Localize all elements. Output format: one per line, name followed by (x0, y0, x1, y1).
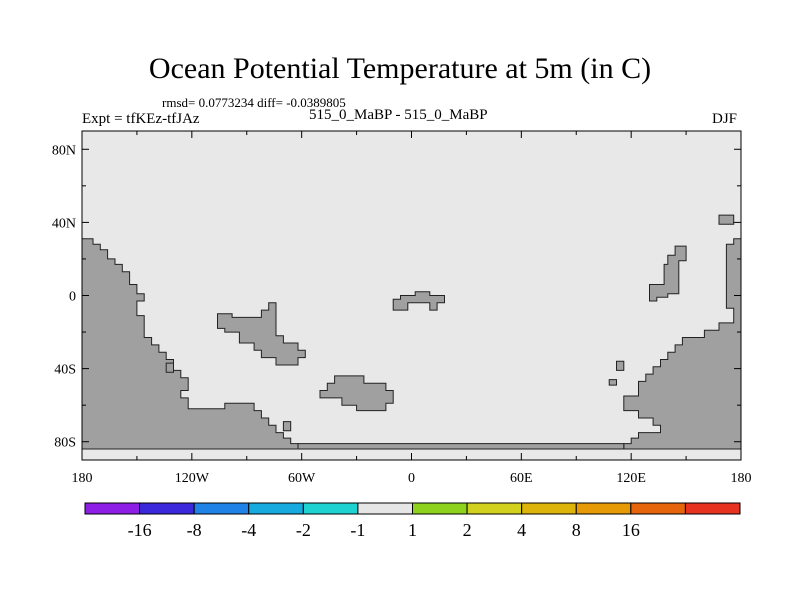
colorbar-swatch (84, 502, 141, 515)
islet-drake (282, 421, 292, 432)
colorbar-swatch (193, 502, 250, 515)
case-label: 515_0_MaBP - 515_0_MaBP (309, 107, 488, 123)
lon-tick-label: 120E (616, 471, 646, 486)
colorbar-swatch (521, 502, 577, 515)
colorbar-swatch (575, 502, 632, 515)
americas-landmass (81, 238, 299, 450)
lat-tick-label: 80N (52, 143, 76, 158)
lon-tick-label: 180 (72, 471, 93, 486)
map-title: Ocean Potential Temperature at 5m (in C) (148, 52, 652, 85)
west-pacific-island (649, 245, 687, 302)
colorbar-label: 1 (408, 520, 417, 540)
islet-indian-1 (616, 360, 625, 371)
colorbar-label: 4 (517, 520, 526, 540)
east-landmass (623, 238, 742, 450)
lon-tick-label: 180 (731, 471, 752, 486)
colorbar-swatch (412, 502, 468, 515)
lon-tick-label: 60W (288, 471, 316, 486)
land-layer (81, 214, 742, 450)
colorbar: -16 -8 -4 -2 -1 1 2 4 8 16 (84, 502, 741, 540)
colorbar-label: -2 (296, 520, 311, 540)
lat-tick-label: 80S (54, 436, 76, 451)
colorbar-label: 16 (622, 520, 640, 540)
colorbar-label: -8 (187, 520, 202, 540)
colorbar-swatch (630, 502, 686, 515)
islet-south-pacific (165, 362, 174, 373)
lon-tick-label: 60E (510, 471, 533, 486)
colorbar-label: -4 (241, 520, 256, 540)
colorbar-swatch (139, 502, 195, 515)
lon-axis: 180 120W 60W 0 60E 120E 180 (72, 131, 752, 486)
stats-line: rmsd= 0.0773234 diff= -0.0389805 (162, 95, 346, 110)
colorbar-label: 8 (572, 520, 581, 540)
north-island-small (718, 214, 735, 225)
islet-indian-2 (608, 379, 617, 386)
lon-tick-label: 0 (408, 471, 415, 486)
lon-tick-label: 120W (175, 471, 210, 486)
lat-axis: 80N 40N 0 40S 80S (52, 143, 741, 451)
colorbar-swatch (684, 502, 741, 515)
continent-block-south (319, 375, 394, 412)
colorbar-swatch (248, 502, 304, 515)
equatorial-island (392, 291, 445, 311)
colorbar-label: 2 (463, 520, 472, 540)
lat-tick-label: 40S (54, 363, 76, 378)
colorbar-label: -16 (128, 520, 152, 540)
season-label: DJF (712, 111, 738, 127)
continent-block-west (217, 302, 306, 366)
colorbar-swatch (302, 502, 359, 515)
antarctica-shelf (297, 443, 625, 450)
experiment-label: Expt = tfKEz-tfJAz (82, 111, 200, 127)
lat-tick-label: 0 (69, 290, 76, 305)
colorbar-label: -1 (350, 520, 365, 540)
colorbar-swatch (357, 502, 413, 515)
colorbar-swatch (466, 502, 523, 515)
lat-tick-label: 40N (52, 216, 76, 231)
